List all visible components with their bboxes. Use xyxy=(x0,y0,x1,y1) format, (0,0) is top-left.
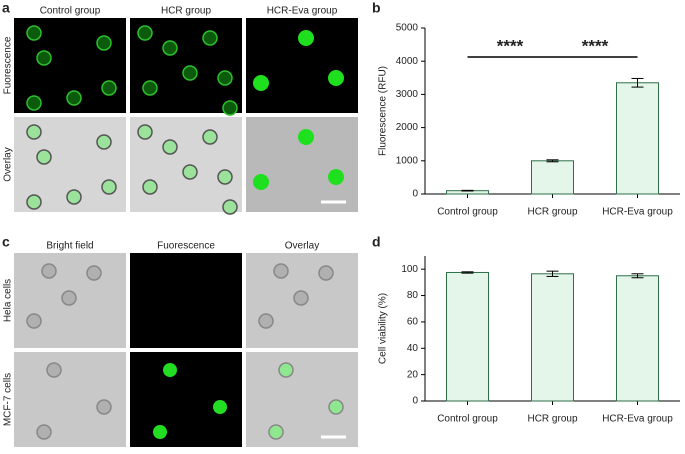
cell xyxy=(268,424,284,440)
image-tile xyxy=(14,352,126,447)
bar xyxy=(531,160,574,195)
cell xyxy=(143,314,157,328)
cell xyxy=(36,50,52,66)
bar xyxy=(616,275,659,402)
bar xyxy=(446,271,489,402)
cell xyxy=(178,291,192,305)
cell xyxy=(142,179,158,195)
cell xyxy=(26,194,42,210)
significance-label: **** xyxy=(582,36,609,55)
cell xyxy=(182,164,198,180)
cell xyxy=(328,169,344,185)
cell xyxy=(202,30,218,46)
y-tick-label: 0 xyxy=(412,189,418,200)
y-tick-label: 80 xyxy=(407,290,419,301)
column-label: Overlay xyxy=(285,241,319,252)
cell xyxy=(202,129,218,145)
cell xyxy=(213,400,227,414)
panel-label: a xyxy=(2,0,10,16)
column-label: HCR-Eva group xyxy=(267,6,338,17)
bar xyxy=(531,273,574,402)
y-tick-label: 2000 xyxy=(396,122,419,133)
x-tick-label: HCR group xyxy=(527,207,577,218)
cell xyxy=(96,35,112,51)
cell xyxy=(328,70,344,86)
cell xyxy=(137,124,153,140)
row-label: Overlay xyxy=(3,147,14,181)
cell xyxy=(41,263,57,279)
bar xyxy=(616,82,659,195)
cell xyxy=(101,179,117,195)
y-tick-label: 40 xyxy=(407,343,419,354)
x-tick-label: HCR-Eva group xyxy=(602,414,673,425)
cell xyxy=(26,124,42,140)
cell xyxy=(253,174,269,190)
row-label: MCF-7 cells xyxy=(3,373,14,426)
cell xyxy=(253,75,269,91)
cell xyxy=(26,313,42,329)
y-tick-label: 60 xyxy=(407,317,419,328)
column-label: Bright field xyxy=(46,241,93,252)
cell xyxy=(66,189,82,205)
cell xyxy=(162,40,178,56)
x-tick-label: HCR group xyxy=(527,414,577,425)
cell xyxy=(26,25,42,41)
cell xyxy=(137,25,153,41)
column-label: Control group xyxy=(40,6,101,17)
y-tick-label: 5000 xyxy=(396,23,419,34)
cell xyxy=(293,290,309,306)
column-label: Fuorescence xyxy=(157,241,215,252)
cell xyxy=(222,100,238,116)
cell xyxy=(278,362,294,378)
cell xyxy=(258,313,274,329)
row-label: Hela cells xyxy=(3,279,14,322)
cell xyxy=(217,169,233,185)
cell xyxy=(66,90,82,106)
cell xyxy=(163,363,177,377)
cell xyxy=(318,265,334,281)
cell xyxy=(162,139,178,155)
cell xyxy=(222,199,238,215)
cell xyxy=(153,425,167,439)
cell xyxy=(328,399,344,415)
cell xyxy=(182,65,198,81)
column-label: HCR group xyxy=(161,6,211,17)
panel-label: c xyxy=(2,234,10,250)
image-tile xyxy=(130,352,242,447)
row-label: Fuorescence xyxy=(3,36,14,94)
cell xyxy=(36,424,52,440)
cell xyxy=(101,80,117,96)
cell xyxy=(36,149,52,165)
y-tick-label: 4000 xyxy=(396,56,419,67)
cell xyxy=(298,129,314,145)
cell xyxy=(273,263,289,279)
x-tick-label: Control group xyxy=(437,414,498,425)
panel-label: b xyxy=(372,0,381,16)
y-axis-label: Cell viability (%) xyxy=(378,293,389,364)
y-tick-label: 1000 xyxy=(396,155,419,166)
cell xyxy=(217,70,233,86)
cell xyxy=(142,80,158,96)
y-tick-label: 20 xyxy=(407,369,419,380)
y-axis-label: Fluorescence (RFU) xyxy=(378,66,389,156)
image-tile xyxy=(246,352,358,447)
y-tick-label: 0 xyxy=(412,396,418,407)
x-tick-label: HCR-Eva group xyxy=(602,207,673,218)
cell xyxy=(298,30,314,46)
cell xyxy=(46,362,62,378)
x-tick-label: Control group xyxy=(437,207,498,218)
cell xyxy=(61,290,77,306)
panel-label: d xyxy=(372,234,381,250)
cell xyxy=(86,265,102,281)
cell xyxy=(96,134,112,150)
cell xyxy=(96,399,112,415)
cell xyxy=(158,264,172,278)
significance-label: **** xyxy=(497,36,524,55)
y-tick-label: 100 xyxy=(401,264,418,275)
cell xyxy=(26,95,42,111)
y-tick-label: 3000 xyxy=(396,89,419,100)
cell xyxy=(203,266,217,280)
